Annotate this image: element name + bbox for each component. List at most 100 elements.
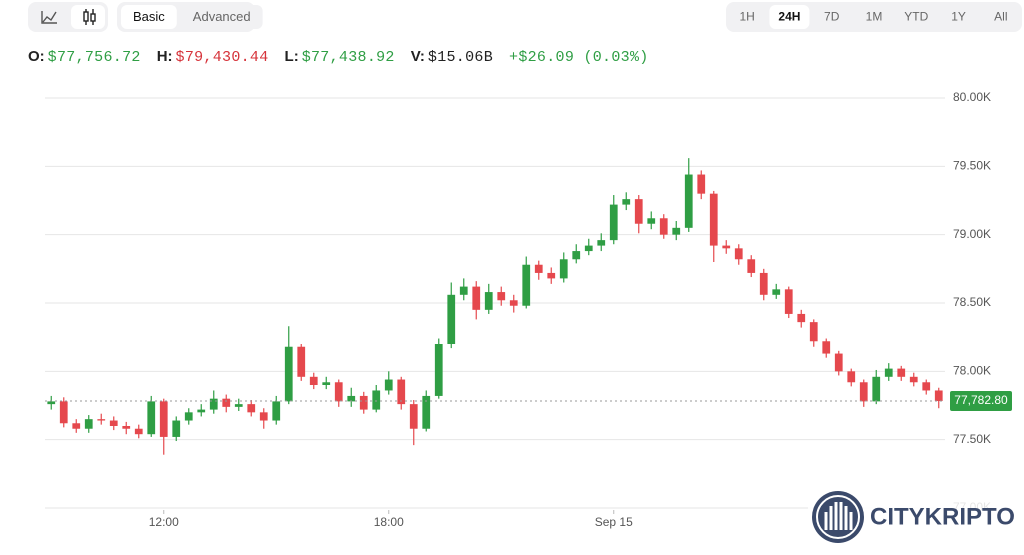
candle-body [709, 193, 718, 246]
x-tick-label: Sep 15 [595, 515, 633, 529]
candle-body [222, 398, 231, 407]
candle-body [397, 379, 406, 405]
candle-body [447, 294, 456, 344]
candle-body [422, 395, 431, 429]
watermark: CITYKRIPTO [808, 488, 1020, 546]
y-tick-label: 79.50K [953, 159, 991, 173]
candle-body [134, 428, 143, 435]
last-price-badge [950, 391, 1012, 412]
last-price-label: 77,782.80 [954, 393, 1008, 407]
candle-body [97, 419, 106, 421]
candle-body [672, 227, 681, 235]
candle-body [909, 376, 918, 383]
candle-body [159, 401, 168, 437]
candle-body [497, 292, 506, 301]
candle-body [59, 401, 68, 424]
candle-body [597, 240, 606, 246]
candle-body [297, 346, 306, 377]
stat-value: $77,438.92 [302, 49, 395, 66]
candle-body [734, 248, 743, 260]
candle-body [122, 426, 131, 429]
candle-body [384, 379, 393, 391]
candle-body [747, 259, 756, 273]
stat-value: $15.06B [428, 49, 493, 66]
stat-value: $79,430.44 [176, 49, 269, 66]
candle-body [509, 300, 518, 306]
stat-value: $77,756.72 [48, 49, 141, 66]
candle-body [684, 174, 693, 228]
range-button-active[interactable] [769, 5, 810, 29]
stat-label: V: [411, 48, 425, 65]
y-tick-label: 77.50K [953, 432, 991, 446]
candle-body [409, 404, 418, 429]
range-label[interactable]: 24H [778, 10, 800, 24]
candle-body [259, 412, 268, 421]
candle-body [609, 204, 618, 241]
y-tick-label: 80.00K [953, 90, 991, 104]
candle-body [184, 412, 193, 421]
candle-body [822, 341, 831, 354]
candle-body [459, 286, 468, 295]
candle-body [47, 401, 56, 405]
candle-body [809, 322, 818, 342]
candle-body [934, 390, 943, 402]
candle-body [584, 245, 593, 252]
range-label[interactable]: 1M [866, 10, 883, 24]
candle-body [772, 289, 781, 295]
candle-body [722, 245, 731, 249]
candle-body [172, 420, 181, 437]
candle-body [697, 174, 706, 194]
mode-label[interactable]: Basic [133, 9, 165, 24]
x-tick-label: 12:00 [149, 515, 179, 529]
candle-body [247, 404, 256, 413]
candle-body [834, 353, 843, 372]
candle-body [872, 376, 881, 402]
candle-body [622, 199, 631, 205]
candle-body [922, 382, 931, 391]
candle-body [659, 218, 668, 235]
mode-button[interactable] [121, 5, 177, 29]
range-label[interactable]: All [994, 10, 1007, 24]
candle-body [272, 401, 281, 421]
y-tick-label: 78.50K [953, 295, 991, 309]
candle-body [522, 264, 531, 306]
mode-label[interactable]: Advanced [193, 9, 251, 24]
candle-body [647, 218, 656, 224]
candle-body [484, 292, 493, 310]
candle-body [434, 344, 443, 396]
candle-body [797, 313, 806, 323]
watermark-text: CITYKRIPTO [870, 503, 1015, 530]
range-label[interactable]: 1Y [951, 10, 966, 24]
candle-body [559, 259, 568, 279]
range-label[interactable]: 1H [739, 10, 754, 24]
y-tick-label: 79.00K [953, 227, 991, 241]
candle-body [572, 251, 581, 260]
candle-body [234, 404, 243, 407]
candle-body [209, 398, 218, 410]
candle-body [359, 395, 368, 410]
candle-body [759, 272, 768, 295]
candle-body [347, 395, 356, 402]
candle-body [784, 289, 793, 314]
mode-button[interactable] [180, 5, 263, 29]
range-label[interactable]: YTD [904, 10, 928, 24]
candle-body [547, 272, 556, 279]
stat-value: +$26.09 (0.03%) [509, 49, 649, 66]
candle-body [84, 419, 93, 429]
candle-body [109, 420, 118, 426]
candle-body [884, 368, 893, 377]
range-label[interactable]: 7D [824, 10, 840, 24]
line-chart-button[interactable] [32, 5, 66, 29]
candle-body [284, 346, 293, 402]
candle-body [322, 382, 331, 385]
candle-chart-button[interactable] [71, 5, 105, 29]
candle-body [334, 382, 343, 402]
candle-body [859, 382, 868, 402]
candle-body [309, 376, 318, 385]
x-tick-label: 18:00 [374, 515, 404, 529]
candle-body [372, 390, 381, 410]
candle-body [847, 371, 856, 383]
stat-label: L: [285, 48, 299, 65]
